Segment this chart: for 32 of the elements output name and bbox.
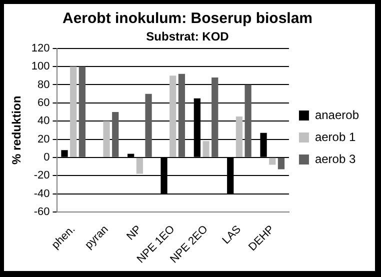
y-axis-title: % reduktion (10, 96, 24, 165)
chart-title: Aerobt inokulum: Boserup bioslam (62, 10, 313, 28)
bar (212, 77, 218, 157)
y-tick-label: 120 (31, 42, 50, 54)
y-tick-label: 20 (38, 133, 50, 146)
legend-label: aerob 1 (314, 130, 356, 144)
bar (145, 94, 152, 157)
y-tick-label: 100 (31, 60, 50, 73)
bar (136, 158, 143, 174)
bar (278, 158, 285, 170)
bar (269, 158, 276, 165)
y-tick-label: 40 (38, 115, 50, 128)
y-tick-label: -20 (34, 170, 50, 182)
y-tick-label: -60 (34, 206, 50, 218)
bar (70, 66, 77, 157)
y-tick-label: 60 (38, 96, 50, 109)
bar (236, 116, 243, 157)
legend-label: aerob 3 (314, 152, 356, 166)
y-tick-label: -40 (34, 188, 50, 200)
bar (112, 112, 119, 157)
x-tick-label: NP (124, 223, 144, 243)
bar (78, 66, 86, 157)
bar (178, 74, 186, 157)
bar (170, 76, 176, 157)
bar (202, 141, 210, 157)
y-tick-label: 0 (44, 151, 50, 164)
bar (103, 121, 110, 157)
chart-subtitle: Substrat: KOD (146, 30, 230, 44)
legend-label: anaerob (314, 108, 360, 122)
y-tick-label: 80 (38, 78, 50, 91)
bar (244, 84, 252, 157)
x-tick-label: LAS (220, 223, 244, 247)
